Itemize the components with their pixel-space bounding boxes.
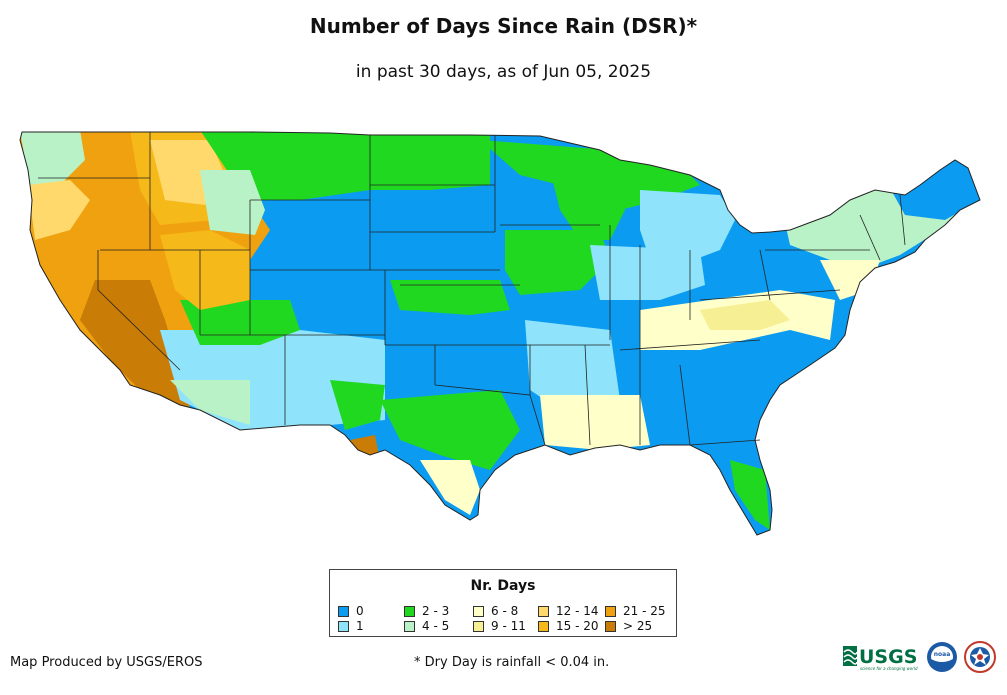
map-title: Number of Days Since Rain (DSR)* [309,14,698,38]
region-9-11-va [700,300,790,330]
region-2-3-nm [330,380,385,430]
border [679,364,691,446]
legend-swatch [538,621,549,632]
footnote: * Dry Day is rainfall < 0.04 in. [414,655,610,670]
usgs-tagline: science for a changing world [860,666,918,671]
region-2-3-ut [180,300,300,345]
dsr-regions [20,132,980,535]
border [759,249,771,301]
map-credit: Map Produced by USGS/EROS [10,655,203,670]
legend-swatch [605,606,616,617]
legend-swatch [404,621,415,632]
region-2-3-tx [380,390,520,470]
legend-label: 2 - 3 [422,604,450,618]
region-1-in-il [590,245,705,300]
region-2-3-wi [550,170,625,240]
border [97,250,181,371]
region-1-mi [640,190,735,265]
border [584,344,591,446]
region-1-ar [525,320,620,410]
legend-item-6-8: 6 - 8 [473,604,518,618]
legend-item-2-3: 2 - 3 [404,604,449,618]
legend-swatch [338,606,349,617]
legend-item-4-5: 4 - 5 [404,619,449,633]
border [859,214,881,261]
state-borders [38,132,906,446]
legend-label: > 25 [623,619,653,633]
region-0-carolina [650,355,770,390]
legend-item-0: 0 [338,604,364,618]
border [619,339,761,351]
map-subtitle: in past 30 days, as of Jun 05, 2025 [355,62,652,82]
legend-label: 4 - 5 [422,619,450,633]
legend-label: 12 - 14 [556,604,599,618]
legend-swatch [473,621,484,632]
legend-title: Nr. Days [470,578,536,594]
region-2-3-ia [505,230,610,295]
legend-swatch [473,606,484,617]
legend: Nr. Days 0 1 2 - 3 4 - 5 6 - 8 9 - 11 12… [329,569,677,637]
legend-item-21-25: 21 - 25 [605,604,666,618]
legend-item-1: 1 [338,619,364,633]
border [529,394,546,446]
usgs-logo: USGS science for a changing world [843,646,918,671]
legend-swatch [338,621,349,632]
region-2-3-north [200,132,490,200]
legend-item-gt-25: > 25 [605,619,652,633]
region-6-8-tx-south [420,460,480,515]
usgs-logo-text: USGS [859,646,917,668]
legend-item-9-11: 9 - 11 [473,619,526,633]
region-4-5-nw [20,132,85,190]
noaa-logo-text: noaa [934,651,951,658]
border [699,289,841,301]
border [899,194,906,246]
region-4-5-id [200,170,265,235]
legend-item-15-20: 15 - 20 [538,619,599,633]
region-2-3-fl [730,460,770,530]
legend-label: 0 [356,604,364,618]
region-2-3-ks [390,280,510,315]
legend-swatch [538,606,549,617]
legend-item-12-14: 12 - 14 [538,604,599,618]
legend-label: 6 - 8 [491,604,519,618]
legend-swatch [404,606,415,617]
legend-label: 21 - 25 [623,604,666,618]
legend-label: 15 - 20 [556,619,599,633]
region-6-8-south [540,395,650,450]
noaa-logo: noaa [927,642,957,672]
region-gt-25 [80,280,190,410]
region-12-14-or [28,180,90,240]
nws-logo [964,641,996,673]
legend-label: 9 - 11 [491,619,526,633]
region-4-5-az [170,380,250,425]
legend-label: 1 [356,619,364,633]
legend-swatch [605,621,616,632]
region-gt-25-tx [350,435,380,465]
us-outline [19,131,981,536]
border [689,439,761,446]
